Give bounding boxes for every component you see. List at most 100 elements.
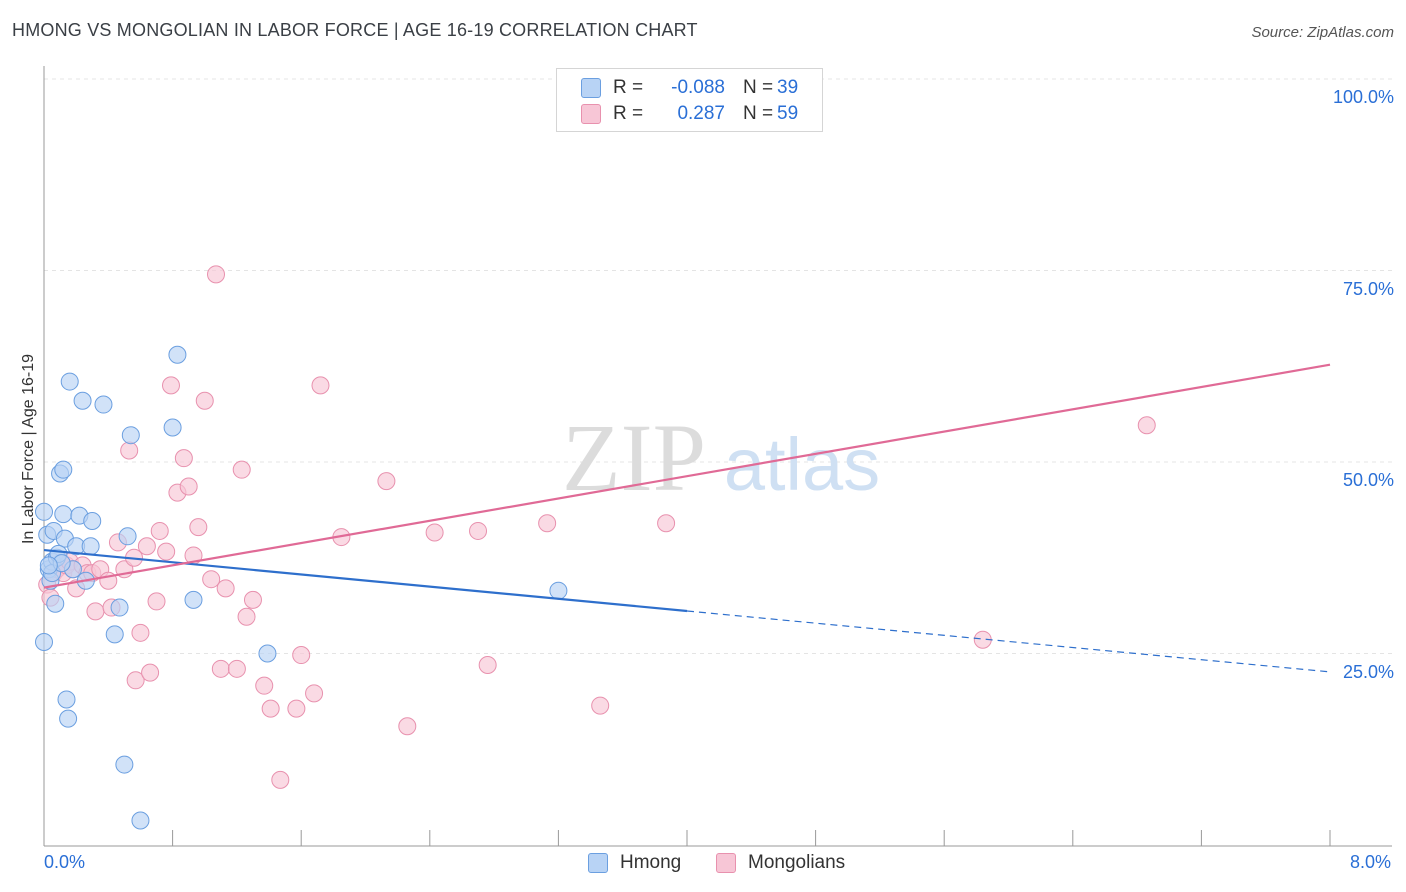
mongolians-point [1137,416,1156,435]
x-tick-label-max: 8.0% [1350,852,1392,872]
y-axis-label: In Labor Force | Age 16-19 [20,353,37,545]
watermark: ZIP atlas [562,404,880,511]
mongolians-point [86,602,105,621]
x-tick-label-min: 0.0% [44,852,86,872]
hmong-points [35,345,568,830]
hmong-point [73,391,92,410]
legend-n-value: 59 [777,103,799,124]
y-tick-label: 25.0% [1342,661,1394,682]
hmong-point [118,527,137,546]
hmong-point [184,590,203,609]
mongolians-point [657,514,676,533]
mongolians-point [292,646,311,665]
mongolians-point [591,696,610,715]
hmong-point [105,625,124,644]
legend-item-mongolians: Mongolians [716,852,845,874]
mongolians-point [227,659,246,678]
chart-title: HMONG VS MONGOLIAN IN LABOR FORCE | AGE … [12,20,698,40]
mongolians-point [157,542,176,561]
hmong-point [39,556,58,575]
mongolians-point [147,592,166,611]
mongolians-point [243,590,262,609]
hmong-point [163,418,182,437]
mongolians-point [271,770,290,789]
hmong-point [54,505,73,524]
hmong-point [60,372,79,391]
hmong-point [54,460,73,479]
mongolians-point [131,623,150,642]
mongolians-point [216,579,235,598]
mongolians-point [538,514,557,533]
legend-r-value: -0.088 [671,77,725,98]
mongolians-point [398,717,417,736]
y-axis-label-wrap: In Labor Force | Age 16-19 [14,300,44,600]
axes [43,66,1392,847]
y-tick-label: 100.0% [1332,87,1394,107]
mongolians-point [189,518,208,537]
mongolians-point [425,523,444,542]
mongolians-point [137,537,156,556]
mongolians-point [469,521,488,540]
legend-n-value: 39 [777,77,799,98]
gridlines [44,78,1392,654]
hmong-point [94,395,113,414]
mongolians-point [305,684,324,703]
mongolians-point [377,472,396,491]
mongolians-point [120,441,139,460]
mongolians-point [478,655,497,674]
y-tick-label: 50.0% [1342,470,1394,490]
hmong-point [115,755,134,774]
hmong-point [83,511,102,530]
mongolians-point [174,449,193,468]
mongolians-point [261,699,280,718]
hmong-point [59,709,78,728]
hmong-point [121,426,140,445]
mongolians-point [179,477,198,496]
legend-n-label: N = [743,103,774,124]
mongolians-point [287,699,306,718]
mongolians-point [161,376,180,395]
hmong-point [168,345,187,364]
hmong-trend-line [43,548,688,613]
trend-lines [43,363,1331,673]
mongolians-point [255,676,274,695]
y-tick-label: 75.0% [1342,278,1394,299]
mongolians-point [126,671,145,690]
watermark-atlas: atlas [724,423,880,506]
mongolians-point [207,265,226,284]
mongolians-trend-line [43,363,1331,589]
legend-r-label: R = [613,103,644,124]
hmong-point [35,633,53,652]
correlation-legend: R = -0.088 N = 39 R = 0.287 N = 59 [556,68,823,132]
hmong-swatch [581,78,601,98]
series-legend: Hmong Mongolians [0,852,1406,878]
mongolians-swatch [716,853,736,873]
mongolians-point [311,376,330,395]
mongolians-point [237,607,256,626]
hmong-point [549,581,568,600]
source-credit: Source: ZipAtlas.com [1251,24,1394,41]
mongolians-point [141,663,160,682]
mongolians-point [211,659,230,678]
mongolians-swatch [581,104,601,124]
hmong-point [110,598,129,617]
legend-label-mongolians: Mongolians [748,852,846,873]
hmong-point [46,594,65,613]
hmong-point [81,537,100,556]
mongolians-point [195,391,214,410]
hmong-point [131,811,150,830]
hmong-point [258,644,277,663]
hmong-point [57,690,76,709]
mongolians-point [232,460,251,479]
legend-r-value: 0.287 [677,103,725,124]
legend-row-mongolians: R = 0.287 N = 59 [581,103,798,125]
hmong-point [35,502,53,521]
hmong-swatch [588,853,608,873]
legend-row-hmong: R = -0.088 N = 39 [581,77,798,99]
legend-n-label: N = [743,77,774,98]
legend-item-hmong: Hmong [588,852,681,874]
hmong-trend-extension [686,610,1331,673]
mongolians-point [202,570,221,589]
legend-r-label: R = [613,77,644,98]
